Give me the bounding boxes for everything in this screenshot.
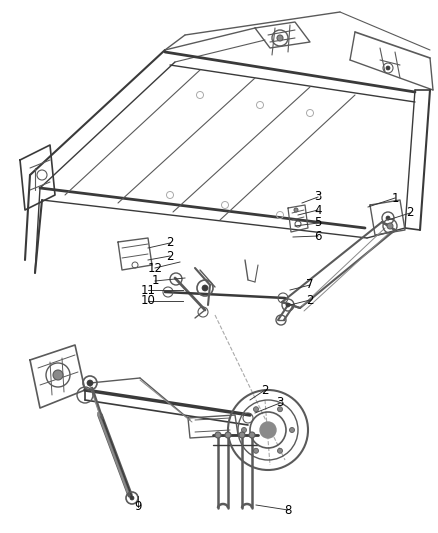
Text: 7: 7: [306, 279, 314, 292]
Text: 9: 9: [134, 500, 142, 513]
Circle shape: [278, 407, 283, 411]
Circle shape: [202, 285, 208, 291]
Circle shape: [290, 427, 294, 432]
Circle shape: [386, 66, 390, 70]
Circle shape: [260, 422, 276, 438]
Text: 2: 2: [261, 384, 269, 397]
Text: 2: 2: [406, 206, 414, 220]
Text: 4: 4: [314, 204, 322, 216]
Text: 2: 2: [306, 294, 314, 306]
Circle shape: [286, 303, 290, 307]
Circle shape: [215, 432, 221, 438]
Circle shape: [239, 432, 245, 438]
Circle shape: [254, 407, 258, 411]
Text: 8: 8: [284, 504, 292, 516]
Circle shape: [53, 370, 63, 380]
Text: 10: 10: [141, 295, 155, 308]
Text: 1: 1: [151, 274, 159, 287]
Circle shape: [254, 448, 258, 453]
Text: 1: 1: [391, 191, 399, 205]
Circle shape: [294, 208, 298, 212]
Circle shape: [249, 432, 255, 438]
Circle shape: [225, 432, 231, 438]
Text: 2: 2: [166, 237, 174, 249]
Text: 3: 3: [314, 190, 321, 204]
Circle shape: [87, 380, 93, 386]
Text: 11: 11: [141, 284, 155, 296]
Circle shape: [130, 496, 134, 500]
Text: 2: 2: [166, 249, 174, 262]
Circle shape: [386, 216, 390, 220]
Text: 3: 3: [276, 397, 284, 409]
Circle shape: [387, 223, 393, 229]
Text: 12: 12: [148, 262, 162, 274]
Circle shape: [241, 427, 247, 432]
Circle shape: [277, 35, 283, 41]
Circle shape: [278, 448, 283, 453]
Text: 5: 5: [314, 216, 321, 230]
Text: 6: 6: [314, 230, 322, 243]
